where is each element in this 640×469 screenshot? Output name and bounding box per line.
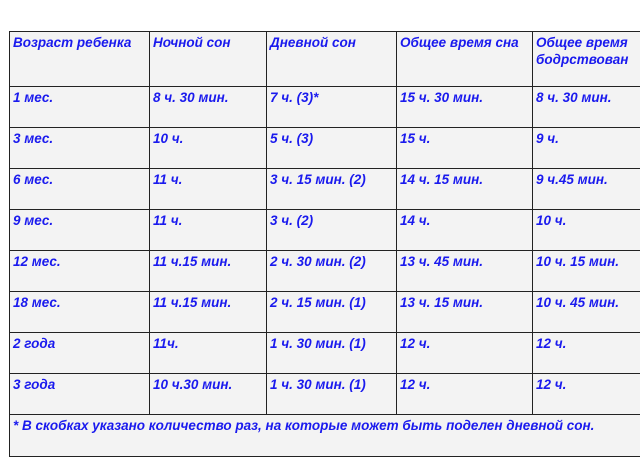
table-cell: 2 ч. 15 мин. (1) bbox=[266, 291, 397, 333]
table-row: 2 года 11ч. 1 ч. 30 мин. (1) 12 ч. 12 ч. bbox=[9, 332, 640, 374]
table-row: 12 мес. 11 ч.15 мин. 2 ч. 30 мин. (2) 13 ч.… bbox=[9, 250, 640, 292]
table-cell: 9 мес. bbox=[9, 209, 150, 251]
table-cell: 11ч. bbox=[149, 332, 267, 374]
sleep-table: Возраст ребенка Ночной сон Дневной сон О… bbox=[9, 31, 640, 457]
table-row: 6 мес. 11 ч. 3 ч. 15 мин. (2) 14 ч. 15 мин.… bbox=[9, 168, 640, 210]
footnote: * В скобках указано количество раз, на к… bbox=[9, 414, 640, 457]
table-cell: 10 ч. bbox=[532, 209, 640, 251]
table-cell: 14 ч. bbox=[396, 209, 533, 251]
header-cell: Возраст ребенка bbox=[9, 31, 150, 87]
header-row: Возраст ребенка Ночной сон Дневной сон О… bbox=[9, 31, 640, 87]
table-cell: 3 ч. 15 мин. (2) bbox=[266, 168, 397, 210]
table-cell: 10 ч.30 мин. bbox=[149, 373, 267, 415]
table-cell: 6 мес. bbox=[9, 168, 150, 210]
table-row: 3 года 10 ч.30 мин. 1 ч. 30 мин. (1) 12 ч. 1… bbox=[9, 373, 640, 415]
header-cell: Ночной сон bbox=[149, 31, 267, 87]
table-cell: 12 ч. bbox=[396, 332, 533, 374]
sleep-table-container: Возраст ребенка Ночной сон Дневной сон О… bbox=[9, 31, 640, 457]
table-row: 3 мес. 10 ч. 5 ч. (3) 15 ч. 9 ч. bbox=[9, 127, 640, 169]
table-cell: 9 ч. bbox=[532, 127, 640, 169]
table-cell: 1 ч. 30 мин. (1) bbox=[266, 373, 397, 415]
table-cell: 11 ч. bbox=[149, 209, 267, 251]
table-cell: 11 ч. bbox=[149, 168, 267, 210]
table-cell: 13 ч. 15 мин. bbox=[396, 291, 533, 333]
table-cell: 7 ч. (3)* bbox=[266, 86, 397, 128]
table-row: 18 мес. 11 ч.15 мин. 2 ч. 15 мин. (1) 13 ч.… bbox=[9, 291, 640, 333]
table-cell: 12 ч. bbox=[532, 373, 640, 415]
table-row: 1 мес. 8 ч. 30 мин. 7 ч. (3)* 15 ч. 30 мин.… bbox=[9, 86, 640, 128]
table-cell: 11 ч.15 мин. bbox=[149, 250, 267, 292]
table-cell: 10 ч. 15 мин. bbox=[532, 250, 640, 292]
table-cell: 1 мес. bbox=[9, 86, 150, 128]
table-cell: 13 ч. 45 мин. bbox=[396, 250, 533, 292]
table-cell: 12 ч. bbox=[532, 332, 640, 374]
table-cell: 2 ч. 30 мин. (2) bbox=[266, 250, 397, 292]
table-cell: 2 года bbox=[9, 332, 150, 374]
table-cell: 14 ч. 15 мин. bbox=[396, 168, 533, 210]
table-cell: 10 ч. 45 мин. bbox=[532, 291, 640, 333]
header-cell: Общее время сна bbox=[396, 31, 533, 87]
table-cell: 8 ч. 30 мин. bbox=[532, 86, 640, 128]
table-cell: 12 ч. bbox=[396, 373, 533, 415]
table-cell: 15 ч. bbox=[396, 127, 533, 169]
table-cell: 1 ч. 30 мин. (1) bbox=[266, 332, 397, 374]
table-cell: 12 мес. bbox=[9, 250, 150, 292]
header-cell: Дневной сон bbox=[266, 31, 397, 87]
header-cell: Общее время бодрствован bbox=[532, 31, 640, 87]
table-cell: 3 мес. bbox=[9, 127, 150, 169]
table-cell: 11 ч.15 мин. bbox=[149, 291, 267, 333]
table-row: 9 мес. 11 ч. 3 ч. (2) 14 ч. 10 ч. bbox=[9, 209, 640, 251]
table-cell: 18 мес. bbox=[9, 291, 150, 333]
table-cell: 3 ч. (2) bbox=[266, 209, 397, 251]
table-cell: 15 ч. 30 мин. bbox=[396, 86, 533, 128]
table-cell: 9 ч.45 мин. bbox=[532, 168, 640, 210]
table-cell: 3 года bbox=[9, 373, 150, 415]
table-cell: 10 ч. bbox=[149, 127, 267, 169]
table-cell: 8 ч. 30 мин. bbox=[149, 86, 267, 128]
table-cell: 5 ч. (3) bbox=[266, 127, 397, 169]
